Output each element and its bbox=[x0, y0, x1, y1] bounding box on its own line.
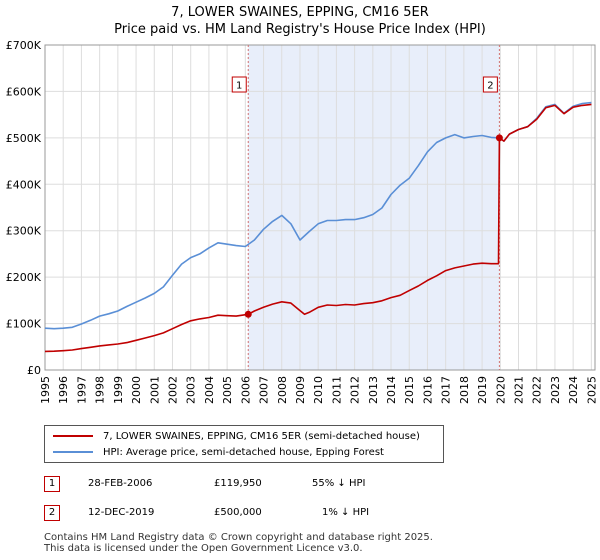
x-tick-label: 2006 bbox=[239, 376, 252, 404]
y-tick-label: £0 bbox=[27, 364, 41, 377]
x-tick-label: 1999 bbox=[112, 376, 125, 404]
transaction-date: 12-DEC-2019 bbox=[88, 507, 155, 518]
transaction-date: 28-FEB-2006 bbox=[88, 478, 153, 489]
x-tick-label: 2003 bbox=[185, 376, 198, 404]
transaction-hpi-delta: 1% ↓ HPI bbox=[322, 507, 370, 518]
transaction-row: 1 28-FEB-2006 £119,950 55% ↓ HPI bbox=[44, 476, 464, 494]
x-tick-label: 2013 bbox=[367, 376, 380, 404]
x-tick-label: 2002 bbox=[166, 376, 179, 404]
x-tick-label: 2025 bbox=[585, 376, 598, 404]
price-chart: £0 £100K £200K £300K £400K £500K £600K £700K 199… bbox=[6, 39, 599, 404]
y-tick-label: £400K bbox=[6, 178, 42, 191]
x-tick-label: 2024 bbox=[567, 376, 580, 404]
y-tick-label: £600K bbox=[6, 85, 42, 98]
plot-frame bbox=[44, 44, 596, 371]
sale-point-1 bbox=[244, 310, 252, 318]
x-tick-label: 1996 bbox=[57, 376, 70, 404]
y-tick-label: £300K bbox=[6, 225, 42, 238]
x-tick-label: 2015 bbox=[403, 376, 416, 404]
transaction-price: £500,000 bbox=[214, 507, 262, 518]
footer-licence: This data is licensed under the Open Gov… bbox=[44, 543, 363, 554]
marker-badge-1 bbox=[231, 76, 247, 93]
x-tick-label: 2007 bbox=[258, 376, 271, 404]
x-tick-label: 2001 bbox=[148, 376, 161, 404]
transaction-hpi-delta: 55% ↓ HPI bbox=[312, 478, 366, 489]
x-tick-label: 2018 bbox=[458, 376, 471, 404]
x-tick-label: 2017 bbox=[440, 376, 453, 404]
chart-subtitle: Price paid vs. HM Land Registry's House … bbox=[114, 22, 486, 37]
x-tick-label: 2012 bbox=[349, 376, 362, 404]
legend-label-hpi: HPI: Average price, semi-detached house,… bbox=[103, 446, 384, 458]
legend-label-property: 7, LOWER SWAINES, EPPING, CM16 5ER (semi… bbox=[103, 430, 420, 442]
x-tick-label: 2010 bbox=[312, 376, 325, 404]
x-tick-label: 2016 bbox=[421, 376, 434, 404]
x-tick-label: 2023 bbox=[549, 376, 562, 404]
chart-legend: 7, LOWER SWAINES, EPPING, CM16 5ER (semi… bbox=[44, 425, 444, 463]
legend-line-property bbox=[53, 435, 93, 437]
x-tick-label: 2022 bbox=[531, 376, 544, 404]
ownership-shade bbox=[248, 45, 500, 370]
sale-point-2 bbox=[495, 134, 503, 142]
y-tick-label: £100K bbox=[6, 318, 42, 331]
x-tick-label: 2005 bbox=[221, 376, 234, 404]
x-tick-label: 2014 bbox=[385, 376, 398, 404]
marker-badge-2 bbox=[482, 76, 498, 93]
x-tick-label: 1998 bbox=[94, 376, 107, 404]
y-tick-label: £200K bbox=[6, 271, 42, 284]
x-tick-label: 2011 bbox=[330, 376, 343, 404]
y-tick-label: £500K bbox=[6, 132, 42, 145]
x-tick-label: 2021 bbox=[513, 376, 526, 404]
transaction-number-badge: 1 bbox=[44, 476, 60, 492]
y-tick-label: £700K bbox=[6, 39, 42, 52]
x-tick-label: 1997 bbox=[75, 376, 88, 404]
transaction-price: £119,950 bbox=[214, 478, 262, 489]
x-tick-label: 2004 bbox=[203, 376, 216, 404]
transaction-number-badge: 2 bbox=[44, 505, 60, 521]
legend-item-hpi: HPI: Average price, semi-detached house,… bbox=[53, 445, 384, 459]
x-tick-label: 2000 bbox=[130, 376, 143, 404]
marker-label-2: 2 bbox=[487, 81, 493, 92]
legend-item-property: 7, LOWER SWAINES, EPPING, CM16 5ER (semi… bbox=[53, 429, 420, 443]
marker-label-1: 1 bbox=[236, 81, 242, 92]
legend-line-hpi bbox=[53, 451, 93, 453]
x-tick-label: 2008 bbox=[276, 376, 289, 404]
x-tick-label: 2020 bbox=[494, 376, 507, 404]
chart-title: 7, LOWER SWAINES, EPPING, CM16 5ER bbox=[171, 5, 429, 20]
footer-copyright: Contains HM Land Registry data © Crown c… bbox=[44, 532, 433, 543]
x-tick-label: 2009 bbox=[294, 376, 307, 404]
x-tick-label: 2019 bbox=[476, 376, 489, 404]
transaction-row: 2 12-DEC-2019 £500,000 1% ↓ HPI bbox=[44, 505, 464, 523]
x-tick-label: 1995 bbox=[39, 376, 52, 404]
